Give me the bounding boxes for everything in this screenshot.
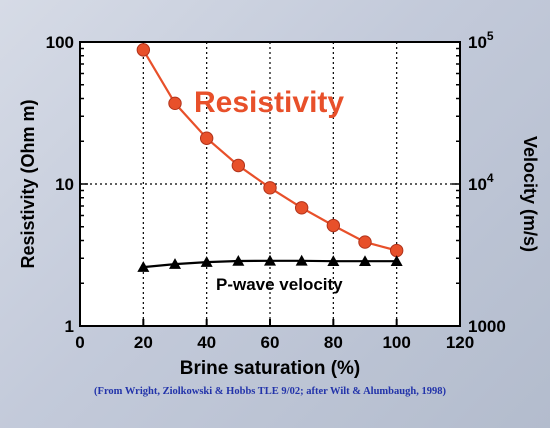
right-y-tick-labels: 1000 104 105 [468,29,506,336]
resistivity-point [168,96,182,111]
resistivity-point [263,181,277,195]
x-tick-labels: 0 20 40 60 80 100 120 [75,333,474,352]
axis-ticks [79,47,461,327]
velocity-point [264,254,276,266]
x-tick-label: 60 [261,333,280,352]
x-axis-label: Brine saturation (%) [180,358,361,379]
resistivity-point [358,235,372,249]
velocity-point [359,255,371,266]
velocity-point [327,255,340,266]
x-tick-label: 0 [75,333,84,352]
resistivity-point [389,243,404,258]
data-series [136,43,404,272]
right-y-axis-label: Velocity (m/s) [520,136,540,252]
right-y-tick-label: 105 [468,29,494,52]
left-y-axis-label: Resistivity (Ohm m) [18,99,38,268]
velocity-point [137,261,150,272]
velocity-point [390,255,403,266]
left-y-tick-label: 1 [65,317,74,336]
left-y-tick-label: 10 [55,175,74,194]
velocity-point [295,254,308,266]
source-credit: (From Wright, Ziolkowski & Hobbs TLE 9/0… [94,386,446,397]
left-y-tick-label: 100 [46,33,74,52]
resistivity-point [199,131,214,145]
x-tick-label: 120 [446,333,474,352]
x-tick-label: 20 [134,333,153,352]
resistivity-annotation: Resistivity [194,86,344,119]
velocity-point [169,258,181,269]
resistivity-point [231,158,246,173]
resistivity-point [136,43,151,57]
right-y-tick-label: 104 [468,171,494,194]
velocity-point [232,254,245,266]
x-tick-label: 100 [382,333,410,352]
x-tick-label: 40 [197,333,216,352]
resistivity-point [326,218,341,233]
p-wave-velocity-annotation: P-wave velocity [216,275,343,294]
right-y-tick-label: 1000 [468,317,506,336]
left-y-tick-labels: 1 10 100 [46,33,74,336]
velocity-point [200,256,213,267]
resistivity-point [294,201,309,215]
x-tick-label: 80 [324,333,343,352]
